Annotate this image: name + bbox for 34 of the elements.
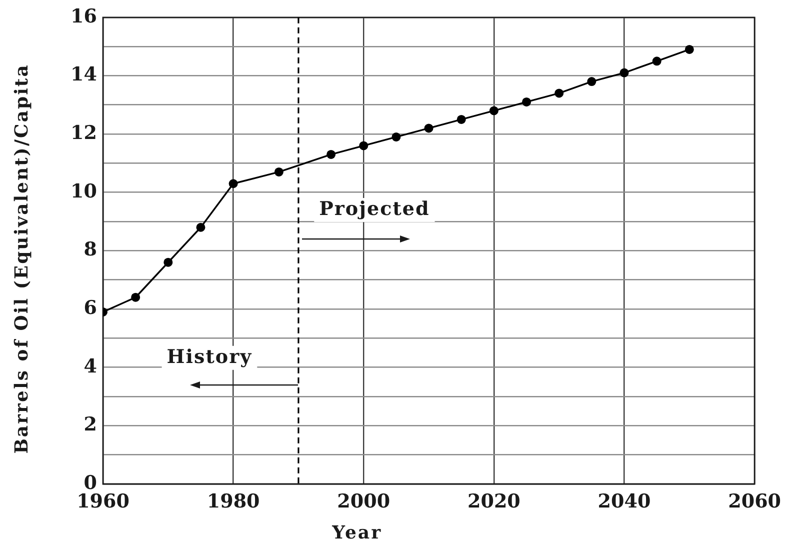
x-tick-label: 2040 — [598, 490, 651, 512]
y-tick-label: 10 — [70, 180, 97, 202]
x-tick-label: 2000 — [337, 490, 390, 512]
point — [489, 106, 498, 116]
point — [456, 114, 466, 124]
y-tick-label: 4 — [84, 355, 97, 378]
point — [424, 124, 434, 133]
point — [274, 167, 284, 176]
annotation: Projected — [319, 198, 430, 220]
point — [684, 44, 694, 54]
point — [587, 77, 596, 86]
point — [164, 258, 173, 267]
y-axis-title: Barrels of Oil (Equivalent)/Capita — [12, 64, 33, 454]
point — [652, 56, 662, 66]
annotation: History — [166, 346, 252, 368]
y-tick-label: 8 — [84, 238, 97, 261]
point — [522, 97, 532, 106]
x-tick-label: 1980 — [206, 490, 260, 512]
point — [326, 150, 336, 159]
y-tick-label: 14 — [70, 64, 97, 86]
y-tick-label: 16 — [70, 5, 97, 28]
point — [131, 292, 140, 302]
y-tick-label: 12 — [70, 122, 97, 144]
point — [359, 141, 368, 150]
point — [554, 88, 564, 98]
point — [228, 179, 238, 188]
x-tick-label: 2020 — [467, 490, 520, 512]
x-tick-label: 2060 — [728, 490, 782, 512]
y-tick-label: 6 — [84, 296, 97, 319]
point — [196, 222, 206, 232]
y-tick-label: 2 — [84, 414, 97, 436]
point — [620, 68, 629, 78]
point — [392, 132, 401, 142]
x-axis-title: Year — [331, 522, 382, 543]
